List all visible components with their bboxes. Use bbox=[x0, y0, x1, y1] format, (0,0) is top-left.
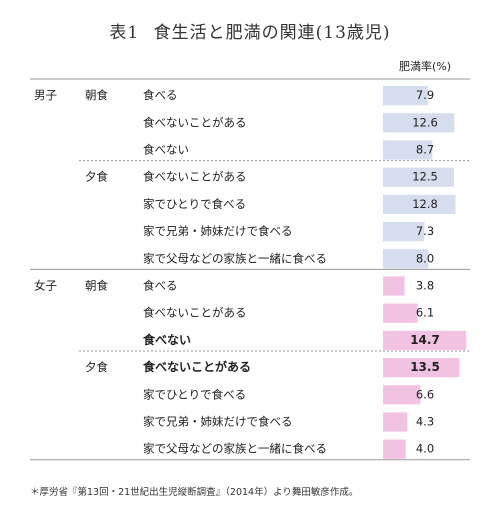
bar bbox=[383, 167, 454, 187]
value-label: 7.9 bbox=[416, 88, 434, 102]
value-label: 12.8 bbox=[412, 197, 438, 211]
bar bbox=[383, 330, 467, 350]
bar bbox=[383, 303, 418, 323]
title-text: 食生活と肥満の関連(13歳児) bbox=[153, 23, 391, 43]
row-label: 食べないことがある bbox=[143, 115, 247, 129]
footnote: ＊厚労省『第13回・21世紀出生児縦断調査』（2014年）より舞田敏彦作成。 bbox=[30, 487, 359, 498]
bar bbox=[383, 86, 428, 106]
gender-label: 男子 bbox=[34, 88, 57, 102]
row-label: 家で兄弟・姉妹だけで食べる bbox=[143, 415, 293, 429]
value-label: 8.0 bbox=[416, 251, 434, 265]
meal-label: 夕食 bbox=[85, 170, 108, 184]
row-label: 家でひとりで食べる bbox=[143, 197, 246, 211]
bar bbox=[383, 358, 460, 378]
row-label: 食べないことがある bbox=[142, 359, 251, 374]
chart-title: 表1 食生活と肥満の関連(13歳児) bbox=[0, 18, 500, 43]
bar bbox=[383, 249, 429, 269]
value-label: 7.3 bbox=[416, 224, 434, 238]
value-label: 12.5 bbox=[412, 170, 438, 184]
bar bbox=[383, 140, 433, 160]
bar bbox=[383, 439, 406, 459]
gender-label: 女子 bbox=[34, 279, 57, 293]
meal-label: 朝食 bbox=[85, 279, 108, 293]
row-label: 食べない bbox=[142, 332, 191, 347]
meal-label: 朝食 bbox=[85, 88, 108, 102]
row-label: 食べる bbox=[143, 88, 178, 102]
bar bbox=[383, 412, 408, 432]
row-label: 家で父母などの家族と一緒に食べる bbox=[143, 442, 327, 456]
meal-label: 夕食 bbox=[85, 360, 108, 374]
row-label: 食べないことがある bbox=[143, 306, 247, 320]
row-label: 食べない bbox=[143, 143, 189, 157]
bar bbox=[383, 113, 455, 133]
row-label: 食べる bbox=[143, 279, 178, 293]
row-label: 家でひとりで食べる bbox=[143, 387, 246, 401]
bar bbox=[383, 194, 456, 214]
row-label: 食べないことがある bbox=[143, 170, 247, 184]
value-label: 14.7 bbox=[410, 333, 440, 347]
value-label: 4.0 bbox=[416, 442, 434, 456]
value-label: 8.7 bbox=[416, 143, 434, 157]
value-label: 6.1 bbox=[416, 306, 434, 320]
bar bbox=[383, 222, 425, 242]
row-label: 家で兄弟・姉妹だけで食べる bbox=[143, 224, 293, 238]
value-label: 6.6 bbox=[416, 387, 434, 401]
value-label: 12.6 bbox=[412, 115, 438, 129]
table-number: 表1 bbox=[109, 23, 140, 43]
value-label: 4.3 bbox=[416, 415, 434, 429]
value-label: 3.8 bbox=[416, 279, 434, 293]
value-label: 13.5 bbox=[410, 360, 440, 374]
row-label: 家で父母などの家族と一緒に食べる bbox=[143, 251, 327, 265]
bar bbox=[383, 276, 405, 296]
column-header: 肥満率(%) bbox=[399, 59, 451, 73]
bar bbox=[383, 385, 421, 405]
